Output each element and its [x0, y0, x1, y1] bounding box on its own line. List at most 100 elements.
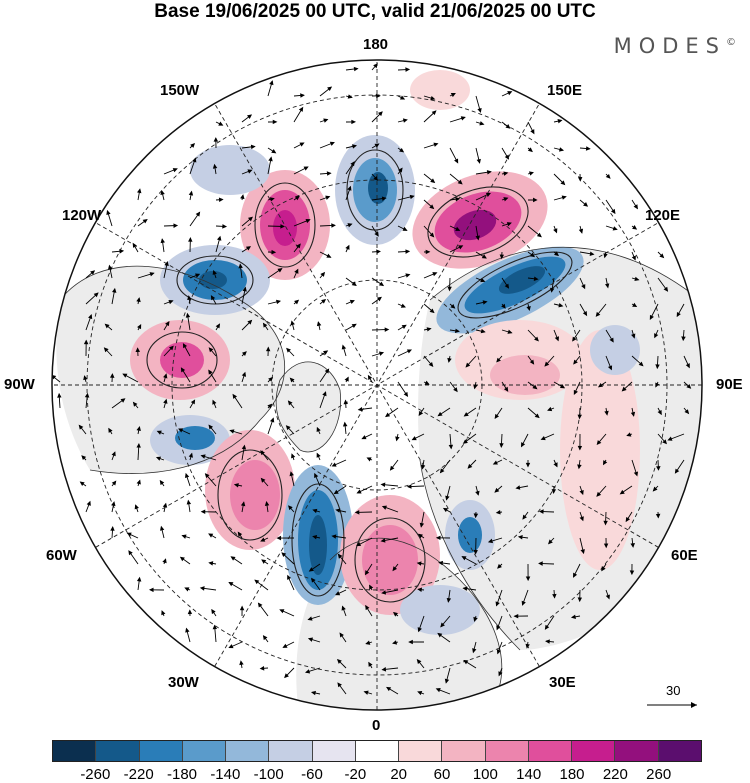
wind-vector-head: [530, 129, 535, 135]
wind-vector-head: [577, 597, 583, 603]
wind-vector-head: [135, 347, 141, 352]
wind-vector-head: [504, 154, 510, 160]
contour-lines: [146, 149, 573, 603]
wind-vector-head: [577, 445, 583, 451]
wind-vector-head: [632, 302, 638, 308]
anomaly-blob: [273, 210, 297, 246]
wind-vector-head: [425, 249, 431, 255]
wind-vector-head: [136, 442, 141, 448]
wind-vector-head: [188, 237, 193, 242]
wind-vector-head: [164, 260, 169, 266]
wind-vector-head: [320, 271, 326, 277]
wind-vector-head: [239, 605, 245, 611]
wind-vector-head: [187, 295, 192, 301]
wind-vector-head: [496, 649, 502, 655]
wind-vector-head: [581, 284, 586, 290]
wind-vector-head: [686, 383, 692, 389]
wind-vector-head: [503, 386, 509, 392]
wind-vector-head: [409, 194, 415, 200]
wind-vector-head: [212, 163, 218, 169]
wind-vector-head: [199, 586, 205, 591]
wind-vector-head: [240, 501, 246, 507]
wind-vectors: [52, 63, 692, 696]
wind-vector-head: [494, 413, 500, 419]
wind-vector-head: [341, 344, 347, 350]
wind-vector-head: [439, 468, 445, 474]
wind-vector-head: [545, 639, 550, 644]
wind-vector-head: [314, 472, 319, 478]
colorbar-segment: [485, 741, 529, 761]
wind-vector-head: [525, 462, 531, 468]
wind-vector-head: [204, 473, 210, 479]
wind-vector-head: [605, 283, 610, 289]
wind-vector-head: [228, 581, 234, 587]
wind-vector-head: [347, 223, 353, 228]
wind-vector-head: [381, 590, 387, 595]
wind-vector-head: [577, 464, 582, 470]
wind-vector-head: [316, 321, 322, 327]
wind-vector-head: [247, 319, 253, 325]
wind-vector-head: [216, 235, 222, 241]
colorbar-segment: [312, 741, 356, 761]
wind-vector-head: [365, 604, 370, 611]
wind-vector-head: [482, 300, 488, 305]
wind-vector-head: [521, 600, 526, 606]
wind-vector-head: [417, 627, 422, 633]
wind-vector-head: [450, 303, 456, 309]
land-greenland: [276, 361, 341, 452]
wind-vector-head: [279, 609, 285, 614]
wind-vector-head: [247, 216, 253, 222]
wind-vector-head: [287, 400, 293, 406]
wind-vector-head: [186, 499, 192, 505]
wind-vector-head: [155, 456, 162, 461]
wind-vector-head: [513, 613, 519, 619]
wind-vector-head: [299, 142, 305, 147]
wind-vector-head: [528, 171, 534, 176]
colorbar-tick-label: -60: [301, 766, 323, 783]
colorbar-tick-label: 20: [390, 766, 407, 783]
wind-vector-head: [285, 425, 291, 431]
colorbar-tick-label: 220: [602, 766, 628, 783]
wind-vector-head: [609, 337, 614, 343]
wind-vector-head: [228, 644, 234, 649]
wind-vector-head: [331, 462, 337, 467]
wind-vector-head: [596, 491, 602, 497]
wind-vector-head: [326, 171, 332, 176]
wind-vector-head: [88, 314, 93, 320]
wind-vector-head: [430, 178, 436, 184]
wind-vector-head: [630, 543, 635, 548]
wind-vector-head: [386, 686, 392, 692]
wind-vector-head: [529, 252, 536, 258]
wind-vector-head: [222, 224, 228, 229]
wind-vector-head: [573, 389, 578, 396]
wind-vector-head: [652, 486, 658, 492]
wind-vector-head: [300, 93, 305, 98]
wind-vector-head: [149, 272, 155, 277]
anomaly-blob: [190, 145, 270, 195]
wind-vector-head: [132, 242, 137, 248]
wind-vector-head: [109, 373, 115, 378]
anomaly-blob: [199, 271, 227, 289]
wind-vector-head: [418, 410, 424, 416]
wind-vector-head: [160, 238, 165, 244]
wind-vector-head: [507, 91, 513, 96]
wind-vector-head: [247, 114, 253, 119]
wind-vector-head: [479, 121, 485, 126]
wind-vector-head: [475, 490, 480, 496]
wind-vector-head: [86, 500, 91, 506]
colorbar-tick-label: -100: [253, 766, 284, 783]
wind-vector-head: [182, 343, 188, 349]
polar-map: [51, 59, 703, 711]
wind-vector-head: [184, 472, 190, 479]
wind-vector-head: [271, 249, 277, 255]
wind-vector-head: [241, 444, 247, 450]
wind-vector-head: [417, 533, 423, 539]
wind-vector-head: [408, 639, 413, 645]
wind-vector-head: [316, 452, 321, 458]
wind-vector-head: [361, 435, 367, 440]
wind-vector-head: [254, 579, 260, 585]
wind-vector-head: [333, 489, 339, 495]
wind-vector-head: [462, 439, 468, 444]
wind-vector-head: [161, 610, 166, 616]
wind-vector-head: [347, 185, 352, 191]
